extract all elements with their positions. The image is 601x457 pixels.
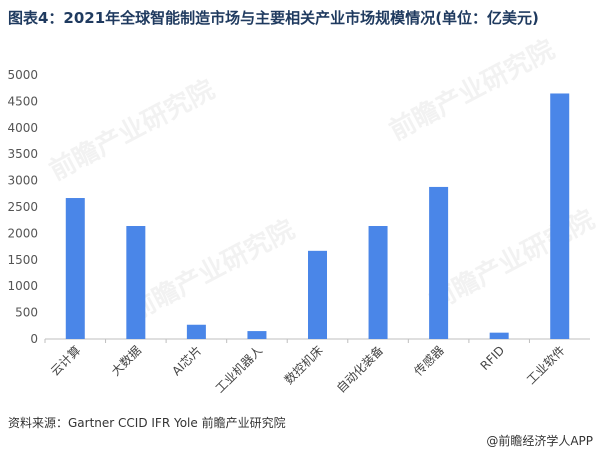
- x-tick-label: 云计算: [47, 343, 83, 379]
- x-tick-label: RFID: [478, 343, 508, 373]
- chart-title: 图表4：2021年全球智能制造市场与主要相关产业市场规模情况(单位：亿美元): [8, 9, 539, 27]
- x-tick-label: 数控机床: [281, 343, 326, 388]
- bar-chart: 0 500 1000 1500 2000 2500 3000 3500 4000 4500 5000…: [7, 68, 590, 396]
- y-tick-label: 4000: [7, 121, 38, 135]
- y-tick-label: 4500: [7, 94, 38, 108]
- bar: [368, 226, 388, 339]
- bar: [126, 226, 146, 339]
- x-tick-label: 工业软件: [524, 343, 568, 387]
- y-tick-label: 2500: [7, 200, 38, 214]
- x-tick-label: 工业机器人: [213, 343, 265, 395]
- y-tick-label: 500: [15, 306, 38, 320]
- y-tick-label: 5000: [7, 68, 38, 82]
- x-tick-label: 传感器: [411, 343, 447, 379]
- y-tick-label: 1000: [7, 279, 38, 293]
- bar: [308, 250, 327, 339]
- y-tick-label: 0: [30, 332, 38, 346]
- x-tick-label: AI芯片: [169, 343, 204, 378]
- brand-label: @前瞻经济学人APP: [486, 434, 593, 448]
- bar: [247, 331, 267, 339]
- y-tick-label: 3500: [7, 147, 38, 161]
- bar: [65, 198, 85, 339]
- source-note: 资料来源：Gartner CCID IFR Yole 前瞻产业研究院: [8, 416, 286, 430]
- y-tick-label: 1500: [7, 253, 38, 267]
- bar: [429, 186, 449, 339]
- y-tick-label: 2000: [7, 226, 38, 240]
- bar: [186, 324, 206, 339]
- x-tick-label: 自动化装备: [334, 343, 386, 395]
- y-tick-label: 3000: [7, 174, 38, 188]
- bar: [550, 93, 570, 339]
- bar: [489, 332, 509, 339]
- x-tick-label: 大数据: [108, 343, 144, 379]
